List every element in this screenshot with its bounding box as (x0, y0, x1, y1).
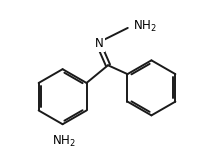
Text: NH$_2$: NH$_2$ (52, 134, 75, 149)
Text: NH$_2$: NH$_2$ (133, 19, 156, 35)
Text: N: N (95, 37, 103, 50)
